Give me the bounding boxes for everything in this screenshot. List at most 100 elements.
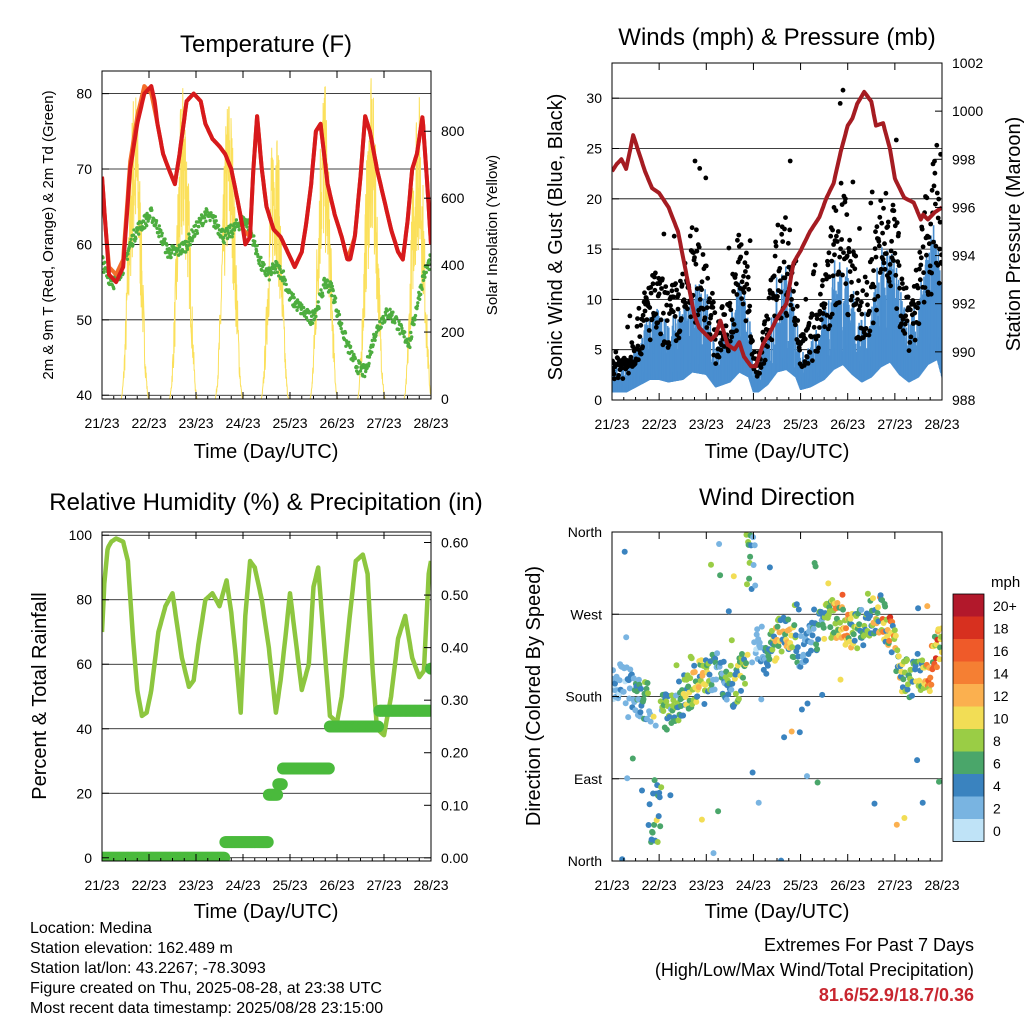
gust-point <box>795 318 801 323</box>
gust-point <box>658 331 663 337</box>
dewpoint-point <box>356 371 360 376</box>
station-elevation: Station elevation: 162.489 m <box>30 940 233 957</box>
dewpoint-point <box>252 234 256 238</box>
extremes-values: 81.6/52.9/18.7/0.36 <box>818 985 974 1005</box>
direction-point <box>854 645 861 652</box>
gust-series <box>612 87 942 382</box>
dewpoint-point <box>418 297 422 301</box>
gust-point <box>790 306 796 312</box>
gust-point <box>665 290 670 296</box>
gust-point <box>888 283 893 289</box>
gust-point <box>847 269 853 274</box>
gust-point <box>627 313 633 319</box>
dewpoint-point <box>371 343 375 347</box>
gust-point <box>669 288 675 294</box>
y2-tick-label: 0.10 <box>441 797 468 813</box>
gust-point <box>929 270 934 276</box>
direction-point <box>937 644 942 651</box>
dewpoint-point <box>331 288 335 293</box>
colorbar-swatch <box>953 684 984 707</box>
gust-point <box>700 252 706 257</box>
dewpoint-point <box>330 293 334 298</box>
winds-panel: Winds (mph) & Pressure (mb) 21/23 22/23 23… <box>545 24 1024 463</box>
direction-point <box>763 670 770 677</box>
gust-point <box>859 311 865 317</box>
gust-point <box>873 254 879 260</box>
dewpoint-point <box>314 314 318 319</box>
t2m-line <box>102 84 431 285</box>
dewpoint-point <box>416 301 420 305</box>
humidity-axes: 21/23 22/23 23/23 24/23 25/23 26/23 27/23 28/23… <box>69 527 469 893</box>
gust-point <box>844 253 850 259</box>
gust-point <box>712 310 718 316</box>
direction-point <box>837 619 843 626</box>
direction-point <box>795 606 802 613</box>
gust-point <box>683 300 688 306</box>
gust-point <box>820 277 826 283</box>
y-tick-label: East <box>574 771 602 787</box>
gust-point <box>836 269 842 275</box>
gust-point <box>638 351 644 357</box>
gust-point <box>612 371 617 377</box>
dewpoint-point <box>230 235 234 239</box>
x-tick-label: 24/23 <box>736 877 771 893</box>
direction-point <box>616 677 623 684</box>
gust-point <box>934 190 940 196</box>
gust-point <box>918 262 924 268</box>
direction-point <box>764 662 771 669</box>
gust-point <box>905 294 911 300</box>
gust-point <box>917 266 922 272</box>
gust-point <box>723 323 729 329</box>
gust-point <box>735 282 741 288</box>
direction-point <box>655 813 662 820</box>
gust-point <box>746 308 752 314</box>
gust-point <box>812 262 818 268</box>
dewpoint-point <box>415 306 419 311</box>
direction-point <box>714 650 721 657</box>
gust-point <box>850 179 856 185</box>
dewpoint-point <box>188 243 193 247</box>
dewpoint-point <box>307 311 311 315</box>
gust-point <box>742 260 748 266</box>
gust-point <box>891 208 897 214</box>
gust-point <box>885 219 891 225</box>
gust-point <box>661 310 666 316</box>
x-tick-label: 27/23 <box>877 416 912 432</box>
direction-point <box>650 713 657 720</box>
dewpoint-point <box>336 309 341 314</box>
gust-point <box>771 293 777 298</box>
speed-colorbar: mph 20+ 18 16 14 12 10 8 6 4 2 0 <box>952 574 1020 842</box>
x-tick-label: 27/23 <box>366 415 401 431</box>
gust-point <box>853 253 859 259</box>
y2-tick-label: 200 <box>441 324 465 340</box>
gust-point <box>716 354 722 360</box>
gust-point <box>731 322 737 327</box>
gust-point <box>769 337 775 343</box>
y2-tick-label: 0.20 <box>441 745 468 761</box>
direction-point <box>752 582 759 589</box>
y2-tick-label: 992 <box>952 296 976 312</box>
gust-point <box>779 231 785 237</box>
dewpoint-point <box>177 245 182 249</box>
direction-point <box>637 685 644 692</box>
gust-point <box>629 340 635 345</box>
humidity-xlabel: Time (Day/UTC) <box>194 901 339 923</box>
x-tick-label: 21/23 <box>84 877 119 893</box>
dewpoint-point <box>374 330 379 335</box>
dewpoint-point <box>270 270 274 275</box>
winds-title: Winds (mph) & Pressure (mb) <box>618 24 935 51</box>
dewpoint-point <box>197 224 201 229</box>
gust-point <box>908 334 914 340</box>
direction-point <box>901 815 908 821</box>
direction-point <box>795 653 802 660</box>
dewpoint-point <box>337 312 342 317</box>
dewpoint-point <box>226 229 230 233</box>
direction-point <box>882 603 889 610</box>
gust-point <box>671 233 677 239</box>
direction-point <box>891 627 898 634</box>
x-tick-label: 24/23 <box>225 877 260 893</box>
colorbar-swatch <box>953 639 984 662</box>
gust-point <box>789 297 794 302</box>
gust-point <box>837 101 843 106</box>
gust-point <box>619 365 625 371</box>
